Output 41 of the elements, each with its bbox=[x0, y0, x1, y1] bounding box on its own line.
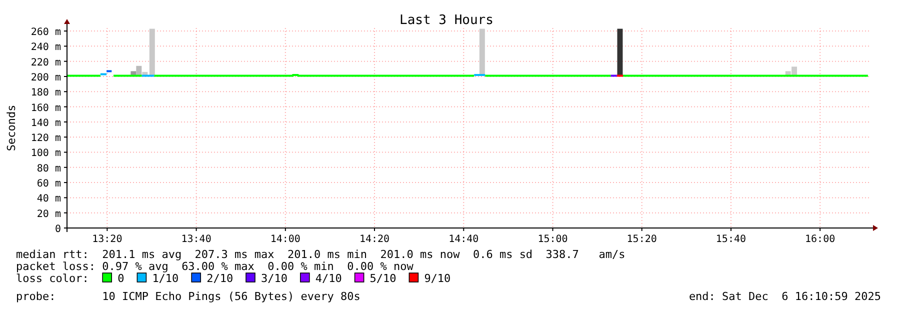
legend-label: 5/10 bbox=[370, 272, 396, 285]
x-tick-label: 13:20 bbox=[92, 234, 122, 245]
x-tick-label: 13:40 bbox=[181, 234, 212, 245]
bar bbox=[617, 28, 623, 75]
x-tick-label: 14:40 bbox=[448, 234, 479, 245]
text: end: Sat Dec 6 16:10:59 2025 bbox=[688, 290, 881, 303]
legend-label: 3/10 bbox=[261, 272, 288, 285]
x-tick-label: 15:40 bbox=[716, 234, 746, 245]
text: probe: 10 ICMP Echo Pings (56 Bytes) every 80s bbox=[16, 290, 360, 303]
y-tick-label: 180 m bbox=[30, 88, 61, 99]
y-tick-label: 80 m bbox=[36, 163, 61, 174]
bar bbox=[479, 28, 485, 75]
bar bbox=[136, 66, 142, 75]
bar bbox=[149, 28, 155, 75]
chart-title: Last 3 Hours bbox=[400, 13, 494, 28]
y-tick-label: 0 bbox=[54, 224, 61, 235]
y-tick-label: 200 m bbox=[30, 72, 61, 84]
legend-title: loss color: bbox=[16, 272, 89, 285]
text: median rtt: 201.1 ms avg 207.3 ms max 201.0 ms min 201.0 ms now 0.6 ms sd 338.7 am/s bbox=[16, 248, 626, 261]
y-tick-label: 60 m bbox=[36, 178, 61, 190]
x-tick-label: 15:00 bbox=[538, 234, 568, 245]
y-tick-label: 140 m bbox=[30, 118, 61, 129]
y-tick-label: 220 m bbox=[30, 57, 61, 68]
y-tick-label: 160 m bbox=[30, 102, 61, 114]
legend-label: 9/10 bbox=[424, 272, 451, 285]
y-tick-label: 100 m bbox=[30, 148, 61, 160]
legend-label: 2/10 bbox=[206, 272, 234, 285]
legend-label: 0 bbox=[118, 272, 124, 285]
x-tick-label: 14:00 bbox=[270, 234, 300, 245]
x-tick-label: 14:20 bbox=[359, 234, 390, 245]
y-axis-title: Seconds bbox=[5, 104, 18, 152]
x-tick-label: 15:20 bbox=[626, 234, 657, 245]
y-tick-label: 40 m bbox=[36, 194, 61, 205]
text: packet loss: 0.97 % avg 63.00 % max 0.00 % min 0.00 % now bbox=[16, 260, 414, 273]
legend-label: 1/10 bbox=[152, 272, 179, 285]
legend-label: 4/10 bbox=[315, 272, 342, 285]
y-tick-label: 240 m bbox=[30, 42, 61, 54]
y-tick-label: 260 m bbox=[30, 27, 61, 38]
y-tick-label: 20 m bbox=[36, 208, 61, 220]
y-tick-label: 120 m bbox=[30, 133, 61, 144]
x-tick-label: 16:00 bbox=[805, 234, 836, 245]
